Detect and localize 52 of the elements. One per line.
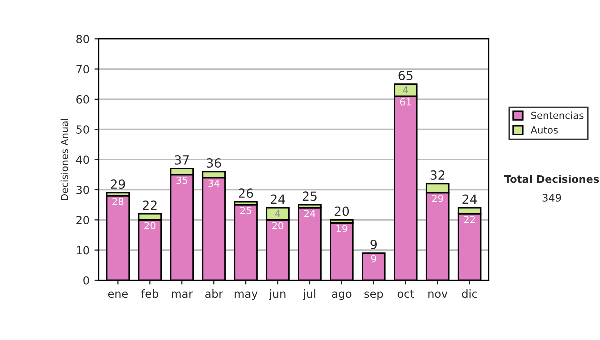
x-tick-label: oct: [398, 290, 414, 298]
x-tick-label: mar: [172, 292, 194, 298]
total-label: 24: [270, 194, 286, 204]
total-label: 22: [143, 200, 157, 210]
data-label: 61: [400, 98, 412, 106]
total-label: 36: [207, 158, 222, 168]
data-label: 28: [112, 198, 124, 206]
y-tick-label: 0: [84, 276, 90, 285]
data-label: 29: [432, 194, 444, 202]
y-tick-label: 70: [76, 65, 90, 74]
y-tick-label: 50: [76, 126, 90, 134]
data-label: 4: [403, 86, 408, 94]
y-axis-title: Decisiones Anual: [60, 119, 68, 200]
y-tick-label: 80: [76, 35, 90, 44]
data-label: 9: [371, 255, 376, 263]
y-tick-label: 10: [77, 246, 90, 255]
legend-label: Autos: [530, 126, 558, 134]
total-label: 9: [370, 240, 378, 250]
text: 349: [542, 194, 562, 202]
total-label: 24: [462, 194, 478, 204]
total-label: 65: [398, 70, 413, 80]
data-label: 4: [275, 210, 281, 218]
y-tick-label: 30: [76, 186, 90, 194]
y-tick-label: 20: [76, 216, 90, 225]
total-label: 37: [175, 155, 189, 165]
x-tick-label: abr: [206, 290, 224, 298]
x-tick-label: feb: [142, 290, 158, 298]
x-tick-label: nov: [428, 292, 448, 298]
x-tick-label: ene: [108, 292, 128, 298]
y-tick-label: 60: [76, 95, 90, 104]
total-label: 20: [334, 206, 350, 216]
data-label: 35: [176, 176, 188, 184]
x-tick-label: jun: [269, 290, 286, 300]
data-label: 25: [240, 207, 252, 214]
total-label: 29: [111, 180, 126, 190]
legend-label: Sentencias: [531, 112, 584, 120]
x-tick-label: sep: [364, 292, 384, 300]
total-label: 32: [430, 170, 445, 180]
x-tick-label: ago: [332, 292, 352, 300]
total-label: 26: [239, 188, 254, 198]
text: Total Decisiones: [504, 175, 600, 184]
x-tick-label: jul: [303, 290, 316, 300]
x-tick-label: dic: [462, 290, 478, 298]
data-label: 22: [464, 216, 476, 224]
data-label: 20: [144, 222, 156, 230]
data-label: 20: [272, 222, 284, 230]
data-label: 19: [336, 225, 348, 233]
total-label: 25: [302, 192, 317, 202]
x-tick-label: may: [234, 292, 258, 300]
data-label: 24: [304, 210, 316, 218]
data-label: 34: [208, 180, 220, 188]
y-tick-label: 40: [76, 156, 90, 164]
